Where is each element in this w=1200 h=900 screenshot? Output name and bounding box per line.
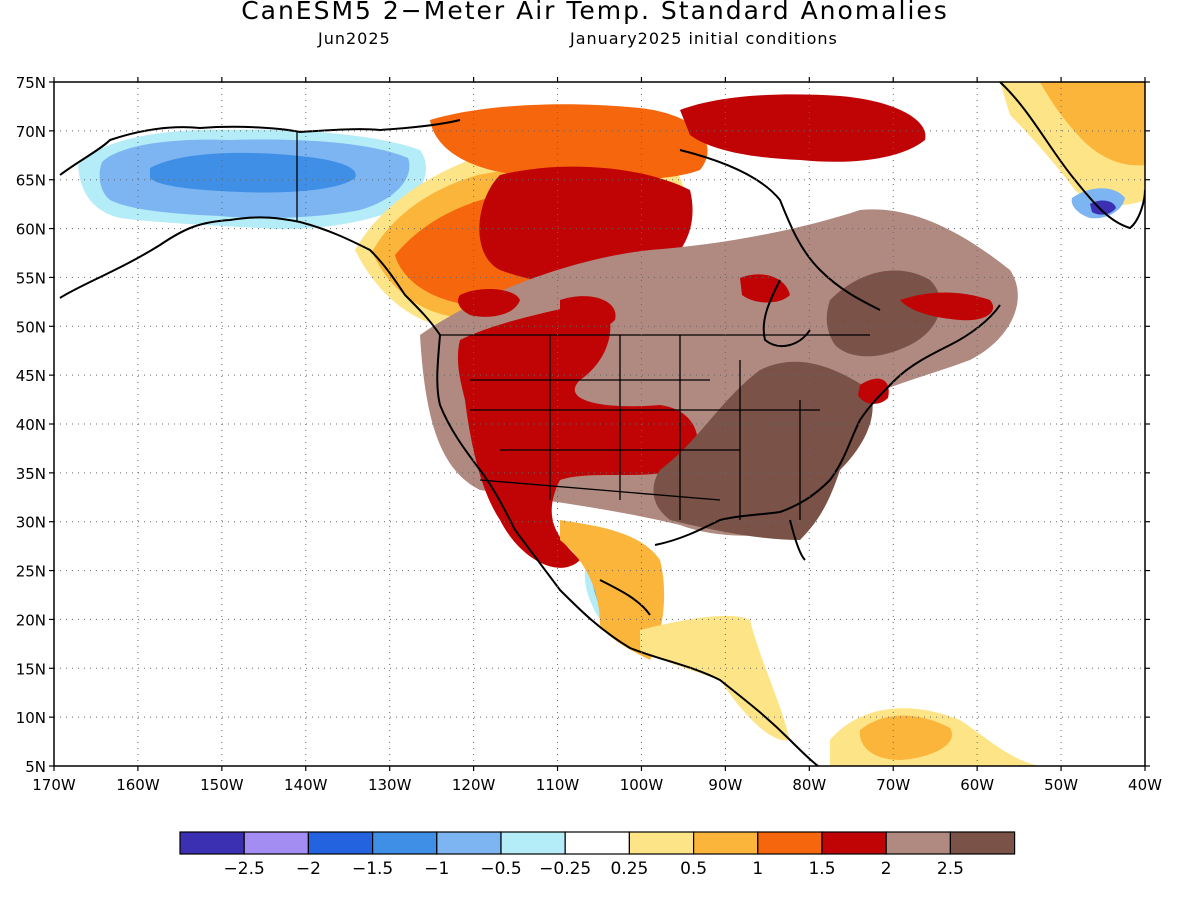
anomaly-region — [1040, 82, 1145, 166]
legend-swatch — [885, 831, 952, 855]
lat-label: 30N — [16, 514, 46, 532]
legend-swatch — [692, 831, 759, 855]
legend-swatch — [372, 831, 438, 855]
lat-label: 10N — [16, 709, 46, 727]
lat-label: 50N — [16, 318, 46, 336]
legend-swatch — [949, 831, 1016, 855]
legend-label: −1 — [424, 859, 449, 879]
map-title: CanESM5 2−Meter Air Temp. Standard Anoma… — [241, 0, 949, 25]
map-frame — [53, 81, 1146, 767]
longitude-labels: 170W 160W 150W 140W 130W 120W 110W 100W 90W 80W 70… — [32, 776, 1162, 794]
anomaly-region — [458, 288, 520, 317]
legend-swatch — [179, 831, 245, 855]
legend-label: −2 — [296, 859, 321, 879]
lat-label: 15N — [16, 660, 46, 678]
lat-label: 70N — [16, 123, 46, 141]
legend-label: −0.5 — [480, 859, 521, 879]
lon-label: 60W — [960, 776, 994, 794]
legend-label: 1 — [752, 859, 763, 879]
lat-label: 5N — [25, 758, 46, 776]
lon-label: 170W — [32, 776, 76, 794]
legend-label: −0.25 — [539, 859, 591, 879]
forecast-month: Jun2025 — [318, 29, 391, 48]
legend-label: 1.5 — [808, 859, 835, 879]
color-legend: −2.5 −2 −1.5 −1 −0.5 −0.25 0.25 0.5 1 1.5 2 2.5 — [179, 831, 1016, 879]
lon-label: 160W — [116, 776, 160, 794]
lat-label: 65N — [16, 172, 46, 190]
coastlines — [59, 82, 1145, 766]
lon-label: 80W — [792, 776, 826, 794]
anomaly-region — [430, 104, 708, 180]
lat-label: 40N — [16, 416, 46, 434]
anomaly-region — [150, 152, 356, 193]
lon-label: 40W — [1128, 776, 1162, 794]
lat-label: 45N — [16, 367, 46, 385]
legend-label: −1.5 — [352, 859, 393, 879]
legend-label: 2 — [881, 859, 892, 879]
lon-label: 120W — [452, 776, 496, 794]
lon-label: 140W — [284, 776, 328, 794]
lon-label: 70W — [876, 776, 910, 794]
legend-swatch — [307, 831, 374, 855]
legend-swatch — [564, 831, 631, 855]
lon-label: 50W — [1044, 776, 1078, 794]
state-borders — [296, 132, 870, 520]
legend-label: 0.5 — [680, 859, 707, 879]
lon-label: 90W — [708, 776, 742, 794]
anomaly-region — [900, 292, 994, 321]
legend-swatch — [500, 831, 566, 855]
lat-label: 20N — [16, 611, 46, 629]
lat-label: 55N — [16, 269, 46, 287]
anomaly-region — [560, 296, 616, 332]
anomaly-region — [858, 378, 889, 404]
anomaly-region — [859, 715, 952, 760]
legend-swatch — [757, 831, 823, 855]
anomaly-region — [740, 274, 790, 303]
legend-swatch — [436, 831, 502, 855]
legend-swatch — [628, 831, 695, 855]
legend-swatch — [243, 831, 309, 855]
lon-label: 100W — [620, 776, 664, 794]
initial-conditions: January2025 initial conditions — [570, 29, 838, 48]
anomaly-region — [653, 361, 873, 540]
legend-swatch — [821, 831, 887, 855]
legend-label: 0.25 — [610, 859, 648, 879]
latitude-labels: 75N 70N 65N 60N 55N 50N 45N 40N 35N 30N 25N 20N 15N 1… — [16, 74, 46, 776]
anomaly-region — [680, 94, 926, 162]
lat-label: 60N — [16, 221, 46, 239]
legend-label: 2.5 — [937, 859, 964, 879]
anomaly-region — [457, 300, 698, 568]
legend-label: −2.5 — [224, 859, 265, 879]
lon-label: 110W — [536, 776, 580, 794]
lon-label: 150W — [200, 776, 244, 794]
lat-label: 75N — [16, 74, 46, 92]
anomaly-shading — [78, 82, 1145, 766]
lat-label: 25N — [16, 563, 46, 581]
lat-label: 35N — [16, 465, 46, 483]
anomaly-region — [560, 520, 665, 660]
lon-label: 130W — [368, 776, 412, 794]
